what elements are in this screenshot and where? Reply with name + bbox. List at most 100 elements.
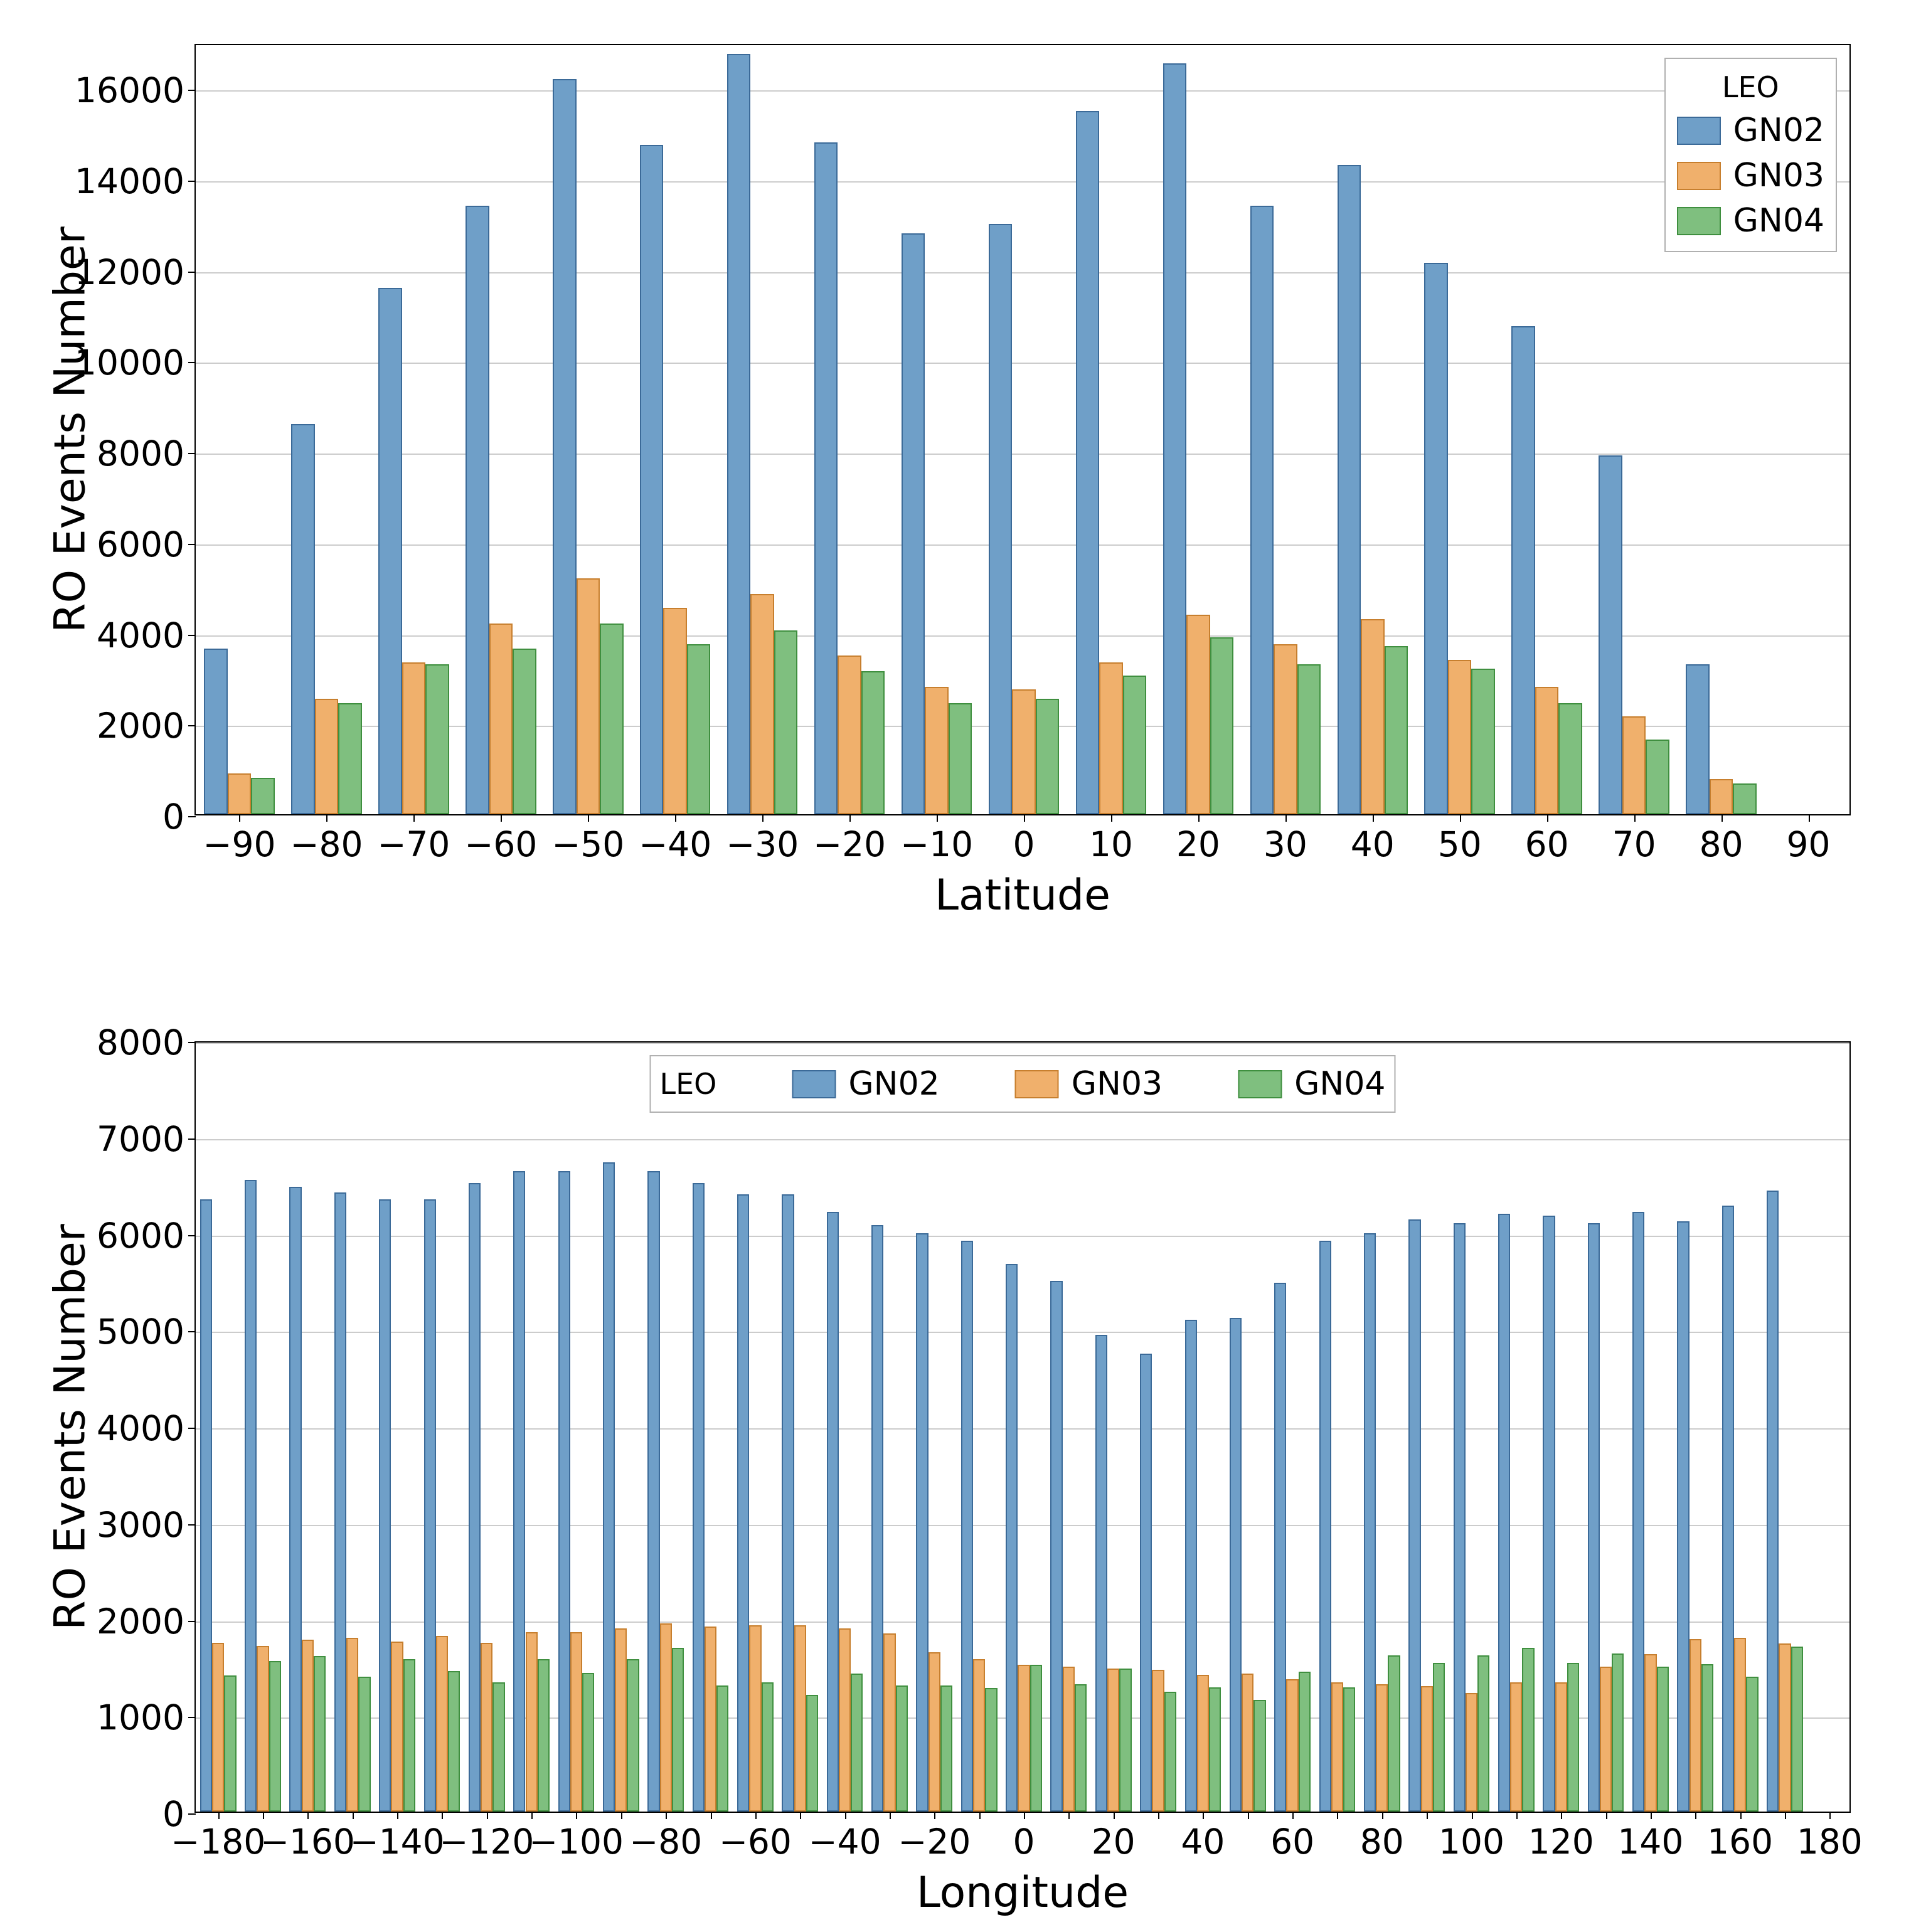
bar-GN04 [1209,1687,1221,1812]
legend-label: GN04 [1733,202,1824,240]
bar-GN04 [985,1688,997,1812]
bar-GN02 [379,1199,391,1812]
x-tick-label: −30 [726,814,799,864]
bar-GN03 [1331,1682,1343,1812]
x-tick-label: −40 [809,1812,881,1862]
x-tick-label: 40 [1181,1812,1225,1862]
x-tick-label: −80 [629,1812,702,1862]
bar-GN02 [245,1180,257,1812]
latitude-xlabel: Latitude [935,871,1110,920]
bar-GN04 [448,1671,460,1812]
legend-swatch [1677,162,1721,190]
bar-GN04 [1210,637,1234,814]
bar-GN02 [1185,1320,1197,1812]
bar-GN02 [1511,326,1535,814]
bar-GN04 [600,624,624,814]
bar-GN04 [314,1656,326,1812]
bar-GN02 [1095,1335,1107,1812]
x-tick-label: −120 [439,1812,534,1862]
bar-GN03 [839,1628,851,1812]
bar-GN04 [1075,1684,1087,1812]
bar-GN02 [1076,111,1100,814]
x-tick-mark [621,1812,622,1819]
x-tick-label: −80 [290,814,363,864]
bar-GN02 [1722,1206,1734,1812]
bar-GN03 [1152,1670,1164,1812]
bar-GN04 [1164,1692,1176,1812]
x-tick-mark [1695,1812,1696,1819]
legend-label: GN04 [1294,1065,1385,1103]
bar-GN04 [1746,1677,1758,1812]
x-tick-label: −140 [350,1812,445,1862]
latitude-ylabel: RO Events Number [46,226,95,632]
longitude-legend: LEOGN02GN03GN04 [649,1055,1395,1113]
bar-GN03 [481,1643,492,1812]
bar-GN02 [1338,165,1361,814]
bar-GN02 [693,1183,705,1812]
y-tick-label: 7000 [97,1119,196,1159]
bar-GN03 [346,1638,358,1812]
bar-GN02 [871,1225,883,1812]
grid-line [196,90,1849,92]
y-tick-label: 1000 [97,1697,196,1738]
bar-GN03 [1555,1682,1567,1812]
bar-GN02 [1599,455,1622,814]
bar-GN03 [1099,662,1123,814]
bar-GN03 [1710,779,1733,814]
bar-GN04 [1253,1700,1265,1812]
y-tick-label: 6000 [97,524,196,565]
bar-GN02 [334,1192,346,1812]
bar-GN03 [315,699,339,815]
legend-item: GN04 [1677,202,1824,240]
bar-GN03 [1063,1667,1075,1812]
bar-GN04 [861,671,885,814]
y-tick-label: 2000 [97,706,196,746]
y-tick-label: 14000 [75,161,196,201]
y-tick-label: 16000 [75,70,196,110]
bar-GN02 [466,206,489,814]
bar-GN03 [1012,689,1036,814]
bar-GN04 [1385,646,1408,814]
grid-line [196,1525,1849,1526]
longitude-chart-panel: 010002000300040005000600070008000−180−16… [194,1041,1851,1813]
bar-GN02 [513,1171,525,1812]
x-tick-label: −100 [529,1812,624,1862]
bar-GN02 [1588,1223,1600,1812]
legend-swatch [792,1070,836,1098]
bar-GN02 [291,424,315,814]
bar-GN03 [660,1623,672,1812]
bar-GN02 [727,54,751,814]
bar-GN04 [251,778,275,814]
bar-GN04 [896,1685,908,1812]
bar-GN04 [1388,1655,1400,1812]
bar-GN03 [1274,644,1297,814]
latitude-chart-panel: 0200040006000800010000120001400016000−90… [194,44,1851,815]
bar-GN03 [1376,1684,1388,1812]
legend-item: GN03 [1015,1065,1163,1103]
bar-GN03 [883,1633,895,1812]
bar-GN04 [1030,1665,1042,1812]
bar-GN02 [1319,1241,1331,1812]
bar-GN03 [1018,1665,1030,1812]
y-tick-label: 8000 [97,433,196,474]
y-tick-label: 4000 [97,1408,196,1448]
bar-GN04 [851,1674,863,1812]
bar-GN02 [814,142,838,814]
grid-line [196,1043,1849,1044]
x-tick-label: 160 [1707,1812,1773,1862]
grid-line [196,1332,1849,1333]
bar-GN02 [1677,1221,1689,1812]
grid-line [196,272,1849,273]
bar-GN03 [663,608,687,814]
x-tick-label: 50 [1438,814,1482,864]
x-tick-label: 60 [1525,814,1569,864]
bar-GN03 [838,656,861,814]
bar-GN04 [1119,1669,1131,1812]
bar-GN02 [1454,1223,1466,1812]
y-tick-label: 5000 [97,1312,196,1352]
bar-GN02 [961,1241,973,1812]
x-tick-label: 10 [1089,814,1133,864]
bar-GN02 [737,1194,749,1812]
bar-GN04 [358,1677,370,1812]
x-tick-label: −160 [260,1812,355,1862]
